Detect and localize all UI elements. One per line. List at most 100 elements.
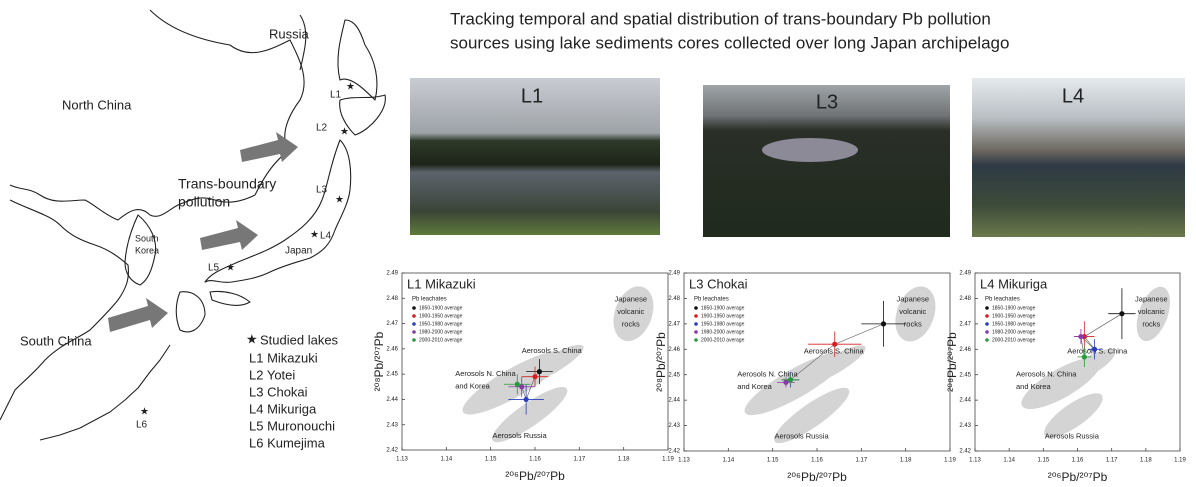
- annotation: Aerosols Russia: [1045, 432, 1100, 441]
- annotation: Aerosols N. China: [1016, 369, 1077, 378]
- annotation: Japanese: [1135, 295, 1168, 304]
- lake-marker: L5: [208, 263, 220, 274]
- lake-entry: L5 Muronouchi: [249, 418, 335, 433]
- data-point: [832, 341, 838, 347]
- coastline: [175, 290, 251, 333]
- chart: 1.13 1.14 1.15 1.16 1.17 1.18 1.192.422.432.44…: [654, 271, 956, 485]
- source-field: [774, 387, 850, 444]
- y-tick-label: 2.44: [668, 398, 680, 404]
- x-tick-label: 1.13: [678, 458, 690, 464]
- annotation: rocks: [1142, 320, 1160, 329]
- y-tick-label: 2.44: [386, 397, 398, 403]
- legend-swatch: [412, 306, 416, 310]
- y-tick-label: 2.45: [668, 372, 680, 378]
- source-field: [1064, 349, 1116, 382]
- annotation: Aerosols N. China: [455, 369, 516, 378]
- legend-entry: 1900-1950 average: [701, 313, 745, 319]
- annotation: Aerosols S. China: [522, 346, 583, 355]
- map-label: North China: [62, 97, 132, 112]
- x-tick-label: 1.15: [485, 457, 497, 463]
- legend-swatch: [694, 330, 698, 334]
- legend-entry: 1950-1980 average: [992, 321, 1036, 327]
- source-field: [895, 286, 936, 342]
- x-tick-label: 1.19: [662, 457, 674, 463]
- y-tick-label: 2.45: [386, 372, 398, 378]
- data-point: [787, 377, 794, 383]
- chart-title: L3 Chokai: [689, 276, 748, 291]
- data-point: [536, 369, 543, 375]
- y-tick-label: 2.45: [959, 372, 971, 378]
- chart: 1.13 1.14 1.15 1.16 1.17 1.18 1.192.422.432.44…: [945, 271, 1186, 485]
- legend-swatch: [694, 314, 698, 318]
- legend-entry: 1980-2000 average: [701, 329, 745, 335]
- photo: [972, 78, 1185, 237]
- annotation: Aerosols Russia: [774, 432, 829, 441]
- x-tick-label: 1.16: [1072, 458, 1084, 464]
- y-tick-label: 2.49: [959, 271, 971, 277]
- y-tick-label: 2.49: [668, 271, 680, 277]
- legend-entry: 1980-2000 average: [992, 329, 1036, 335]
- map-label: Korea: [135, 245, 159, 255]
- map-label: pollution: [178, 194, 230, 210]
- title-line: Tracking temporal and spatial distributi…: [450, 9, 991, 28]
- coastline: [339, 94, 386, 136]
- legend-swatch: [985, 322, 989, 326]
- data-point: [514, 381, 520, 387]
- annotation: Japanese: [614, 295, 647, 304]
- coastline: [39, 344, 171, 441]
- legend-entry: 1950-1980 average: [701, 321, 745, 327]
- data-point: [532, 374, 538, 380]
- x-tick-label: 1.14: [440, 457, 452, 463]
- legend-swatch: [412, 322, 416, 326]
- data-point: [519, 384, 525, 390]
- legend-title: Pb leachates: [985, 297, 1020, 303]
- y-tick-label: 2.43: [959, 423, 971, 429]
- x-tick-label: 1.16: [529, 457, 541, 463]
- lake-entry: L3 Chokai: [249, 384, 308, 399]
- x-tick-label: 1.17: [855, 458, 867, 464]
- legend-swatch: [985, 314, 989, 318]
- y-tick-label: 2.46: [959, 347, 971, 353]
- photo-label: L1: [521, 85, 543, 107]
- annotation: Aerosols Russia: [492, 431, 547, 440]
- y-tick-label: 2.47: [668, 321, 680, 327]
- map-label: Trans-boundary: [178, 176, 276, 192]
- y-tick-label: 2.48: [668, 296, 680, 302]
- star-icon: ★: [310, 230, 319, 241]
- x-axis-label: ²⁰⁶Pb/²⁰⁷Pb: [787, 470, 847, 484]
- y-tick-label: 2.49: [386, 271, 398, 277]
- y-tick-label: 2.46: [668, 347, 680, 353]
- legend-title: Pb leachates: [694, 297, 729, 303]
- x-tick-label: 1.15: [1037, 458, 1049, 464]
- legend-swatch: [985, 330, 989, 334]
- legend-swatch: [985, 338, 989, 342]
- x-tick-label: 1.17: [1106, 458, 1118, 464]
- lake-marker: L4: [320, 231, 332, 242]
- x-tick-label: 1.15: [767, 458, 779, 464]
- map-label: Russia: [269, 26, 310, 41]
- x-tick-label: 1.13: [396, 457, 408, 463]
- x-tick-label: 1.14: [722, 458, 734, 464]
- legend-swatch: [412, 338, 416, 342]
- title-line: sources using lake sediments cores colle…: [450, 33, 1009, 52]
- y-tick-label: 2.42: [386, 448, 398, 454]
- lake-entry: L6 Kumejima: [249, 435, 326, 450]
- y-axis-label: ²⁰⁸Pb/²⁰⁷Pb: [945, 332, 959, 392]
- photo-label: L3: [816, 91, 838, 113]
- y-tick-label: 2.42: [668, 449, 680, 455]
- annotation: volcanic: [1138, 307, 1165, 316]
- x-axis-label: ²⁰⁶Pb/²⁰⁷Pb: [1048, 470, 1108, 484]
- y-tick-label: 2.44: [959, 398, 971, 404]
- annotation: Aerosols S. China: [1067, 346, 1128, 355]
- legend-swatch: [694, 306, 698, 310]
- chart-title: L4 Mikuriga: [980, 276, 1048, 291]
- annotation: Japanese: [896, 295, 929, 304]
- source-field: [1044, 393, 1103, 438]
- annotation: volcanic: [899, 307, 926, 316]
- y-tick-label: 2.48: [959, 296, 971, 302]
- legend-entry: 2000-2010 average: [419, 337, 463, 343]
- chart-title: L1 Mikazuki: [407, 276, 476, 291]
- source-field: [800, 345, 866, 386]
- x-tick-label: 1.14: [1003, 458, 1015, 464]
